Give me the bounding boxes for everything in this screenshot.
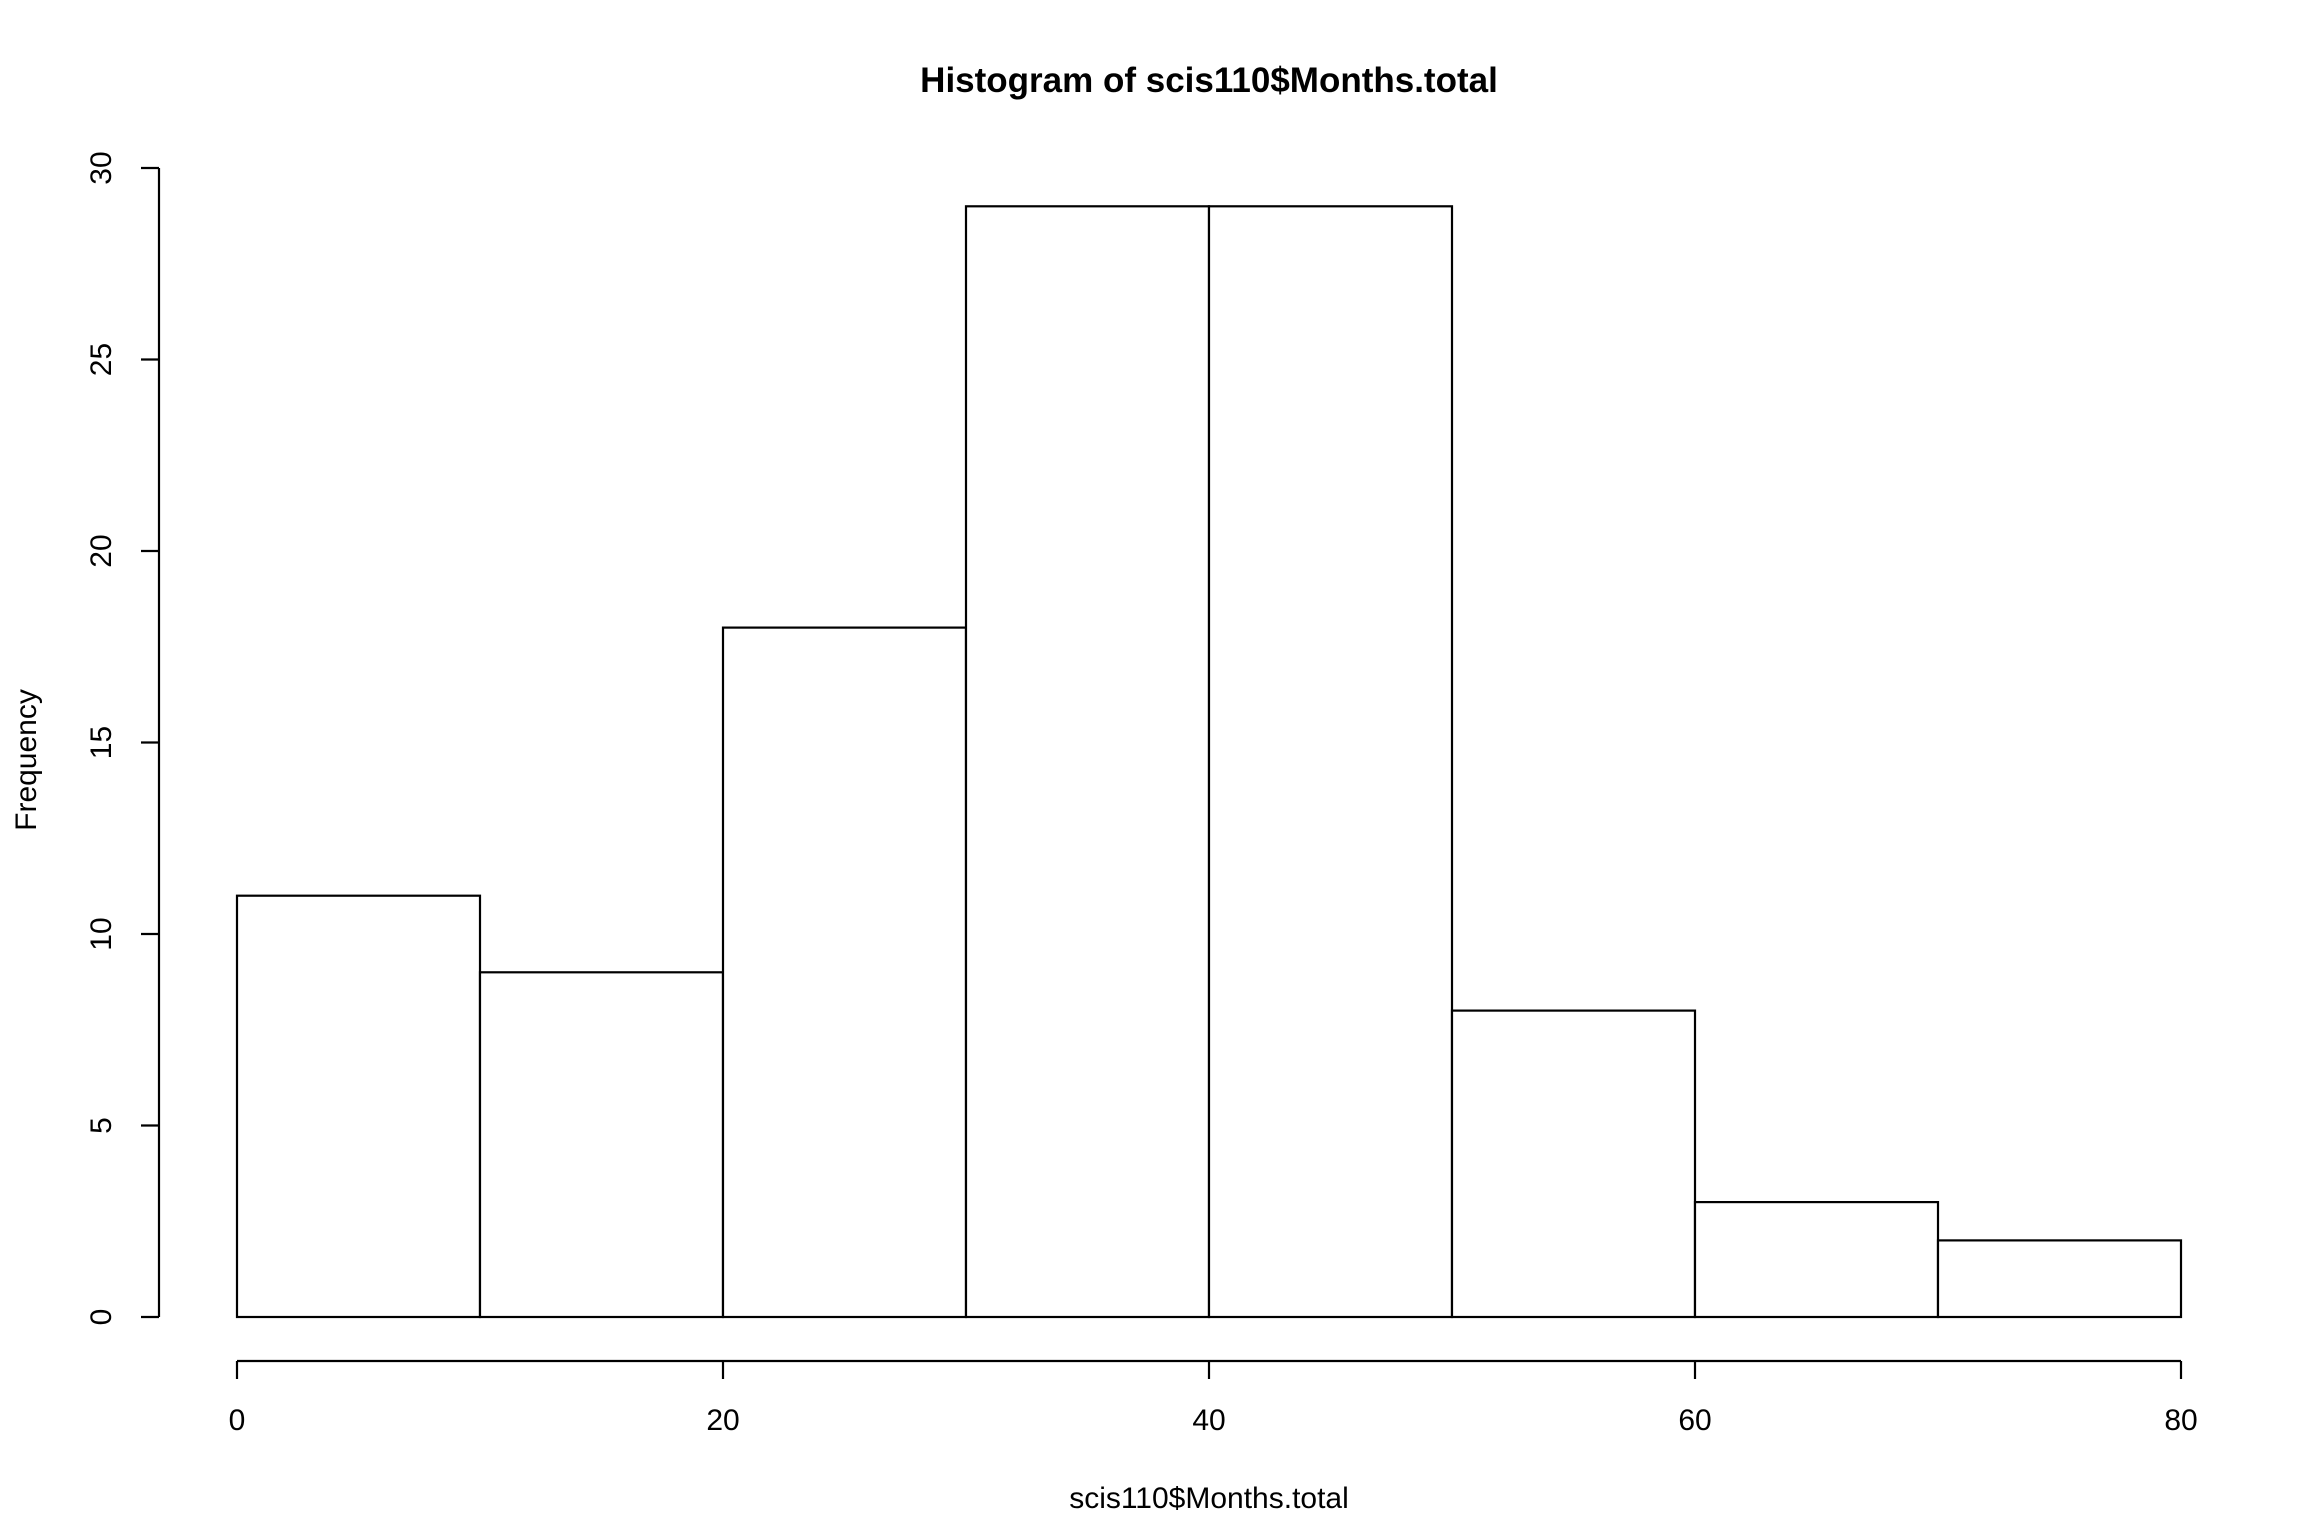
y-axis-label: Frequency — [10, 689, 43, 831]
y-tick-label-2: 10 — [85, 917, 118, 950]
y-axis: 0 5 10 15 20 25 30 — [85, 151, 161, 1326]
histogram-bar-6 — [1693, 1200, 1940, 1319]
chart-title: Histogram of scis110$Months.total — [920, 61, 1498, 100]
y-tick-label-0: 0 — [85, 1309, 118, 1326]
x-tick-label-1: 20 — [706, 1404, 739, 1437]
y-tick-label-3: 15 — [85, 726, 118, 759]
histogram-bar-0 — [235, 894, 482, 1319]
x-tick-label-2: 40 — [1192, 1404, 1225, 1437]
histogram-bar-7 — [1936, 1239, 2183, 1319]
y-tick-label-6: 30 — [85, 151, 118, 184]
bars-group — [235, 205, 2183, 1319]
histogram-bar-4 — [1207, 205, 1454, 1319]
x-axis-label: scis110$Months.total — [1069, 1482, 1349, 1515]
x-tick-label-4: 80 — [2164, 1404, 2197, 1437]
x-tick-label-3: 60 — [1678, 1404, 1711, 1437]
y-tick-label-4: 20 — [85, 534, 118, 567]
histogram-bar-5 — [1450, 1009, 1697, 1319]
y-tick-label-1: 5 — [85, 1117, 118, 1134]
x-axis: 0 20 40 60 80 — [229, 1359, 2198, 1437]
y-tick-label-5: 25 — [85, 343, 118, 376]
histogram-bar-3 — [964, 205, 1211, 1319]
histogram-bar-1 — [478, 971, 725, 1319]
x-tick-label-0: 0 — [229, 1404, 246, 1437]
histogram-bar-2 — [721, 626, 968, 1319]
